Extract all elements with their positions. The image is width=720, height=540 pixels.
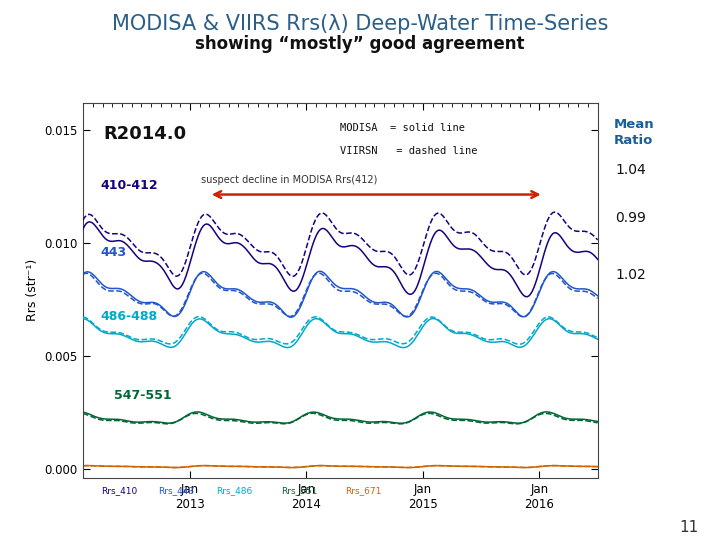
Text: 547-551: 547-551 [114,389,171,402]
Text: MODISA  = solid line: MODISA = solid line [341,123,465,133]
Text: Rrs_551: Rrs_551 [281,486,318,495]
Text: 443: 443 [101,246,127,259]
Text: Rrs_410: Rrs_410 [101,486,137,495]
Text: suspect decline in MODISA Rrs(412): suspect decline in MODISA Rrs(412) [201,175,377,185]
Text: VIIRSN   = dashed line: VIIRSN = dashed line [341,146,477,156]
Text: Rrs_443: Rrs_443 [158,486,194,495]
Text: 0.99: 0.99 [616,211,647,225]
Text: 486-488: 486-488 [101,310,158,323]
Text: Rrs_671: Rrs_671 [346,486,382,495]
Text: MODISA & VIIRS Rrs(λ) Deep-Water Time-Series: MODISA & VIIRS Rrs(λ) Deep-Water Time-Se… [112,14,608,33]
Text: 11: 11 [679,519,698,535]
Text: 410-412: 410-412 [101,179,158,192]
Text: 1.02: 1.02 [616,268,647,282]
Text: 1.04: 1.04 [616,163,647,177]
Text: Ratio: Ratio [614,134,654,147]
Text: Mean: Mean [614,118,654,131]
Text: showing “mostly” good agreement: showing “mostly” good agreement [195,35,525,53]
Text: Rrs_486: Rrs_486 [216,486,252,495]
Y-axis label: Rrs (str⁻¹): Rrs (str⁻¹) [26,259,39,321]
Text: R2014.0: R2014.0 [104,125,186,143]
